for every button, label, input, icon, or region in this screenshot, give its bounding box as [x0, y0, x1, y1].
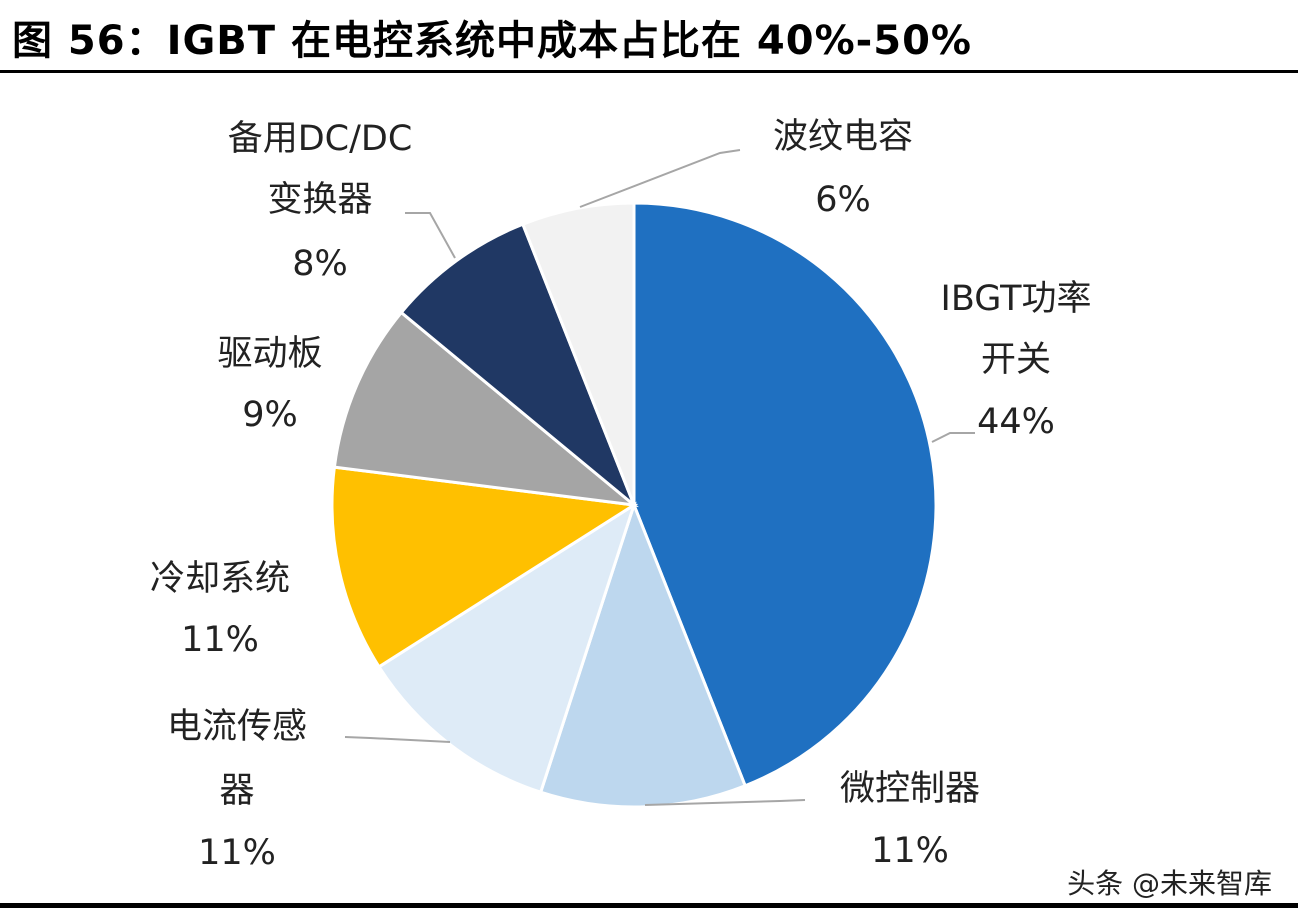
- data-label-category: 波纹电容: [773, 117, 913, 157]
- pie-slice: [376, 501, 637, 795]
- data-label-value: 6%: [815, 180, 871, 220]
- data-label-value: 44%: [977, 402, 1055, 442]
- leader-line: [931, 432, 975, 443]
- pie-slice: [538, 500, 748, 809]
- top-rule: [0, 70, 1298, 73]
- leader-line: [344, 736, 451, 743]
- data-label-category: 微控制器: [840, 769, 980, 809]
- watermark: 头条 @未来智库: [1067, 867, 1272, 900]
- leader-line: [579, 149, 741, 208]
- data-label-category: 开关: [981, 340, 1051, 380]
- data-label-category: 备用DC/DC: [228, 119, 413, 159]
- figure-title: 图 56：IGBT 在电控系统中成本占比在 40%-50%: [12, 18, 973, 64]
- data-label-value: 9%: [242, 395, 298, 435]
- data-label-category: IBGT功率: [941, 279, 1092, 319]
- pie-slice: [332, 310, 639, 508]
- data-label-value: 11%: [181, 620, 259, 660]
- leader-line: [644, 799, 806, 806]
- pie-slice: [399, 222, 636, 507]
- leader-line: [405, 212, 456, 259]
- data-label-category: 冷却系统: [150, 559, 290, 599]
- data-label-value: 8%: [292, 244, 348, 284]
- data-label-value: 11%: [198, 833, 276, 873]
- data-label-category: 器: [219, 771, 254, 811]
- pie-slice: [330, 465, 639, 669]
- data-label-category: 驱动板: [217, 334, 322, 374]
- pie-slice: [632, 201, 938, 788]
- data-label-value: 11%: [871, 831, 949, 871]
- pie-slice: [520, 201, 636, 506]
- data-label-category: 电流传感: [167, 707, 307, 747]
- data-label-category: 变换器: [267, 180, 372, 220]
- bottom-rule: [0, 903, 1298, 908]
